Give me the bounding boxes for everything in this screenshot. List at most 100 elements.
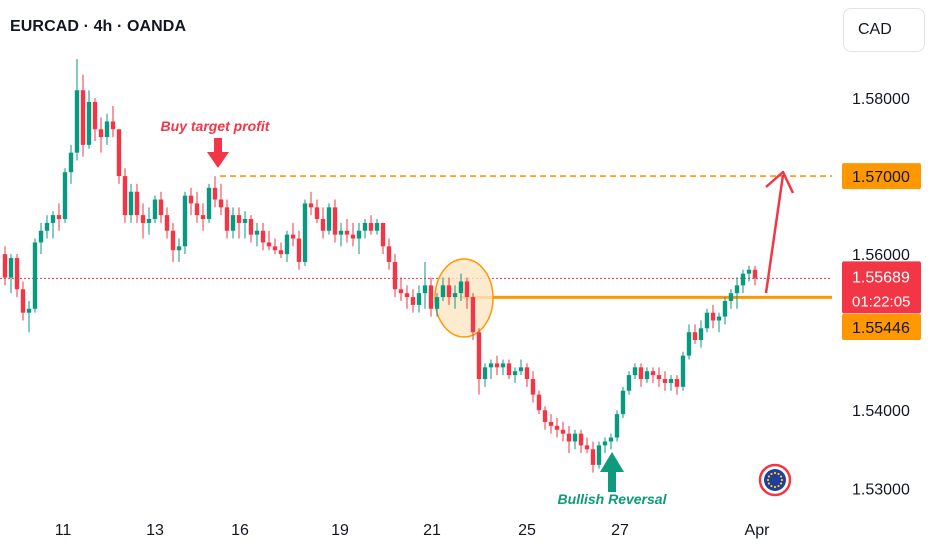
candle-body <box>338 230 344 235</box>
candle-body <box>236 215 242 223</box>
buy-target-arrow-head <box>207 152 229 168</box>
support-price-badge <box>842 314 921 340</box>
candle-body <box>86 101 92 145</box>
candle-body <box>452 293 458 298</box>
currency-selector[interactable]: CAD <box>843 8 925 52</box>
candle-body <box>182 195 188 247</box>
candle-body <box>350 234 356 239</box>
symbol-title[interactable]: EURCAD · 4h · OANDA <box>10 18 187 35</box>
bullish-reversal-arrow <box>600 452 624 492</box>
candle-body <box>272 246 278 251</box>
candle-body <box>224 207 230 231</box>
buy-target-arrow-shaft <box>214 138 222 155</box>
eu-star-icon <box>777 484 780 488</box>
annotations-layer: Buy target profit Bullish Reversal <box>161 118 795 507</box>
candle-body <box>320 219 326 231</box>
candle-body <box>686 332 692 356</box>
candle-body <box>104 121 110 138</box>
candle-body <box>140 215 146 223</box>
candle-body <box>506 363 512 376</box>
eu-star-icon <box>773 471 777 475</box>
eu-star-icon <box>773 485 777 489</box>
candle-body <box>560 429 566 434</box>
support-price-label: 1.55446 <box>852 320 910 337</box>
consolidation-highlight <box>434 258 494 338</box>
candle-body <box>710 312 716 321</box>
target-price-badge <box>842 163 921 190</box>
candle-body <box>584 445 590 450</box>
candle-body <box>692 332 698 340</box>
candle-body <box>248 219 254 235</box>
candle-body <box>170 230 176 251</box>
candle-body <box>410 297 416 305</box>
candle-body <box>482 367 488 380</box>
candle-body <box>332 207 338 235</box>
candle-body <box>62 172 68 220</box>
candle-body <box>44 222 50 231</box>
candle-body <box>662 379 668 383</box>
candle-body <box>614 414 620 438</box>
candle-body <box>50 215 56 223</box>
candle-body <box>728 293 734 301</box>
candle-body <box>290 234 296 239</box>
candle-body <box>530 379 536 395</box>
candle-body <box>260 230 266 243</box>
candle-body <box>596 445 602 465</box>
candle-body <box>296 238 302 262</box>
y-tick-label: 1.56000 <box>852 247 910 264</box>
x-tick-label: Apr <box>745 522 771 539</box>
eu-star-icon <box>780 478 784 482</box>
candle-body <box>2 254 8 278</box>
x-tick-label: 16 <box>231 522 249 539</box>
current-price-label: 1.55689 <box>852 269 910 286</box>
candle-body <box>188 195 194 204</box>
candle-body <box>512 371 518 376</box>
circle-layer <box>434 258 494 338</box>
candle-body <box>434 297 440 309</box>
candle-body <box>206 187 212 220</box>
candle-body <box>368 222 374 231</box>
candle-body <box>536 394 542 411</box>
candle-body <box>602 441 608 446</box>
candle-body <box>674 379 680 387</box>
candle-body <box>164 215 170 231</box>
candle-body <box>680 355 686 387</box>
candle-body <box>632 367 638 376</box>
candle-body <box>68 152 74 173</box>
candle-body <box>194 203 200 216</box>
candle-body <box>230 215 236 231</box>
candle-body <box>254 230 260 235</box>
current-price-badge <box>842 261 921 314</box>
candle-body <box>284 234 290 255</box>
eu-star-icon <box>767 482 771 485</box>
candle-body <box>422 285 428 294</box>
candle-body <box>494 363 500 368</box>
x-tick-label: 19 <box>331 522 349 539</box>
currency-label: CAD <box>858 21 892 38</box>
candle-body <box>362 222 368 231</box>
candle-body <box>110 121 116 130</box>
candle-body <box>722 300 728 317</box>
candle-body <box>266 242 272 247</box>
candle-body <box>446 285 452 298</box>
candle-body <box>458 281 464 294</box>
candle-body <box>704 312 710 329</box>
candle-body <box>650 371 656 376</box>
candle-body <box>200 215 206 220</box>
x-tick-label: 27 <box>611 522 629 539</box>
eu-star-icon <box>777 472 780 476</box>
candle-body <box>116 129 122 177</box>
candle-body <box>218 199 224 208</box>
candle-body <box>314 207 320 220</box>
candles-layer <box>2 59 758 473</box>
candle-body <box>638 367 644 380</box>
candle-body <box>8 258 14 278</box>
candle-body <box>752 269 758 279</box>
candle-body <box>608 437 614 442</box>
candle-body <box>32 242 38 309</box>
price-labels: 1.57000 1.55689 01:22:05 1.55446 <box>842 163 921 340</box>
candle-body <box>572 433 578 442</box>
x-axis: 11 13 16 19 21 25 27 Apr <box>55 522 770 539</box>
